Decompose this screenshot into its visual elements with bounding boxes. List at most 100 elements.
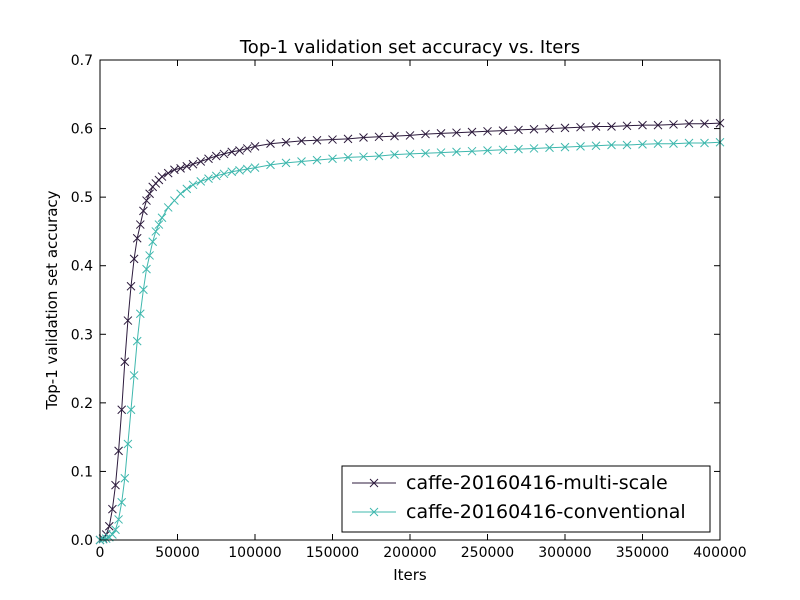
- series-0-marker: [176, 163, 185, 173]
- series-1-marker: [235, 166, 244, 175]
- series-1-marker: [157, 213, 167, 223]
- series-0-marker: [467, 127, 477, 137]
- series-1-marker: [607, 140, 616, 150]
- y-tick-label: 0.1: [71, 464, 93, 480]
- series-0-marker: [114, 446, 123, 456]
- series-0-marker: [204, 154, 213, 164]
- series-0-marker: [281, 137, 291, 147]
- series-1-marker: [114, 515, 123, 524]
- series-0-marker: [545, 124, 554, 133]
- series-1-marker: [242, 164, 252, 174]
- y-tick-label: 0.7: [71, 53, 93, 69]
- x-axis-ticks: 0 50000 100000 150000 200000 250000 300000 3500…: [96, 60, 747, 561]
- x-axis-label: Iters: [393, 566, 427, 584]
- series-0-marker: [145, 189, 154, 199]
- y-axis-ticks: 0.0 0.1 0.2 0.3 0.4 0.5 0.6 0.7: [71, 53, 720, 549]
- series-0-marker: [560, 123, 570, 133]
- series-1-marker: [108, 530, 117, 539]
- series-1-marker: [139, 285, 148, 295]
- series-0-marker: [576, 122, 585, 132]
- series-0-marker: [452, 128, 461, 138]
- series-1-marker: [700, 138, 709, 148]
- series-1-marker: [204, 174, 213, 183]
- x-tick-label: 150000: [306, 545, 359, 561]
- legend-label-multi-scale: caffe-20160416-multi-scale: [406, 472, 668, 494]
- legend-label-conventional: caffe-20160416-conventional: [406, 501, 686, 523]
- series-0-marker: [653, 120, 663, 130]
- series-1-marker: [196, 177, 206, 186]
- series-1-marker: [405, 149, 415, 159]
- series-1-marker: [483, 146, 492, 155]
- legend-box: [341, 465, 711, 533]
- series-1-marker: [514, 144, 523, 154]
- series-0-marker: [129, 254, 139, 264]
- series-1-marker: [374, 151, 384, 161]
- series-0-marker: [390, 131, 399, 141]
- series-1-marker: [576, 142, 585, 151]
- series-0-marker: [123, 316, 133, 325]
- series-1-marker: [145, 251, 154, 260]
- series-1-marker: [148, 237, 158, 247]
- series-0-marker: [135, 220, 145, 229]
- series-1-marker: [359, 152, 368, 162]
- series-1-marker: [188, 180, 198, 190]
- x-tick-label: 200000: [383, 545, 436, 561]
- series-0-marker: [235, 146, 244, 155]
- series-1-marker: [498, 145, 508, 155]
- series-1-marker: [421, 148, 430, 158]
- series-0-marker: [374, 132, 384, 142]
- series-1-marker: [129, 371, 139, 380]
- y-tick-label: 0.2: [71, 396, 93, 412]
- series-0-marker: [211, 151, 221, 161]
- series-1-marker: [126, 405, 136, 415]
- series-1-marker: [436, 148, 446, 157]
- x-tick-label: 250000: [461, 545, 514, 561]
- x-tick-label: 300000: [538, 545, 591, 561]
- y-tick-label: 0.6: [71, 122, 93, 138]
- series-0-marker: [117, 405, 127, 415]
- series-0-marker: [188, 159, 198, 169]
- series-0-marker: [196, 157, 206, 166]
- series-0-marker: [182, 161, 192, 171]
- series-0-marker: [328, 135, 337, 144]
- x-tick-label: 50000: [155, 545, 200, 561]
- legend: caffe-20160416-multi-scale caffe-2016041…: [341, 465, 711, 533]
- series-0-marker: [514, 125, 523, 135]
- series-1-marker: [176, 189, 185, 199]
- x-tick-label: 350000: [616, 545, 669, 561]
- series-1-marker: [182, 184, 192, 194]
- series-0-marker: [498, 126, 508, 135]
- series-1-marker: [154, 220, 164, 229]
- series-0-marker: [669, 120, 678, 129]
- series-1-marker: [452, 147, 461, 157]
- series-0-marker: [343, 134, 353, 144]
- series-1-marker: [250, 163, 260, 173]
- series-1-marker: [669, 139, 678, 149]
- series-1-marker: [281, 158, 291, 168]
- series-1-marker: [390, 150, 399, 159]
- y-tick-label: 0.3: [71, 327, 93, 343]
- y-axis-label: Top-1 validation set accuracy: [43, 190, 61, 410]
- series-1-marker: [117, 497, 127, 507]
- series-1-marker: [135, 309, 145, 319]
- series-0-marker: [359, 133, 368, 142]
- series-1-marker: [142, 264, 151, 274]
- series-1-marker: [684, 138, 694, 148]
- series-0-marker: [638, 120, 647, 130]
- series-1-marker: [467, 146, 477, 156]
- series-1-marker: [132, 336, 142, 346]
- x-tick-label: 400000: [693, 545, 746, 561]
- series-1-marker: [219, 169, 229, 179]
- series-0-marker: [529, 124, 539, 134]
- series-0-marker: [142, 196, 151, 205]
- series-1-marker: [297, 157, 306, 166]
- y-tick-label: 0.0: [71, 533, 93, 549]
- series-0-marker: [242, 144, 252, 153]
- series-1-marker: [227, 167, 237, 177]
- series-0-marker: [684, 119, 694, 129]
- series-1-marker: [101, 534, 111, 543]
- x-tick-label: 100000: [228, 545, 281, 561]
- series-0-marker: [591, 122, 601, 131]
- series-0-marker: [607, 122, 616, 131]
